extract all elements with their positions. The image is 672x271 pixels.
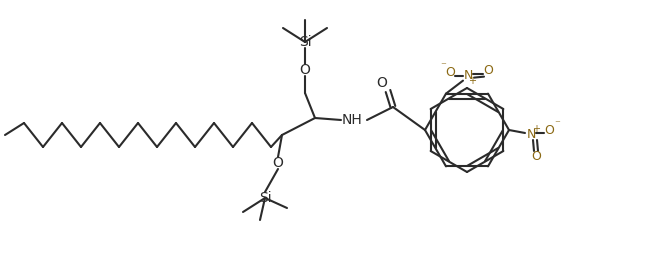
Text: O: O bbox=[376, 76, 388, 90]
Text: ⁻: ⁻ bbox=[554, 119, 560, 129]
Text: O: O bbox=[300, 63, 310, 77]
Text: N: N bbox=[463, 69, 472, 82]
Text: NH: NH bbox=[341, 113, 362, 127]
Text: O: O bbox=[544, 124, 554, 137]
Text: O: O bbox=[445, 66, 455, 79]
Text: Si: Si bbox=[298, 35, 311, 49]
Text: +: + bbox=[532, 124, 540, 134]
Text: N: N bbox=[526, 128, 536, 141]
Text: O: O bbox=[483, 64, 493, 77]
Text: +: + bbox=[468, 76, 476, 86]
Text: ⁻: ⁻ bbox=[440, 62, 446, 72]
Text: O: O bbox=[531, 150, 541, 163]
Text: O: O bbox=[273, 156, 284, 170]
Text: Si: Si bbox=[259, 191, 271, 205]
